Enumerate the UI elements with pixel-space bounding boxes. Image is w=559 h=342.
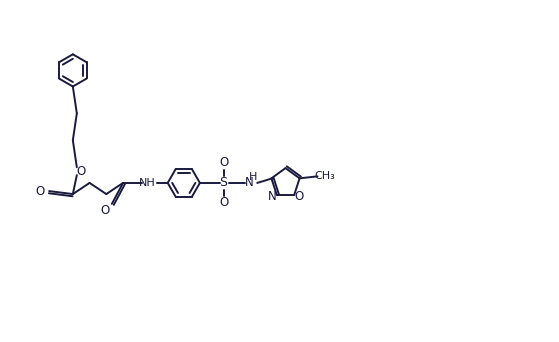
Text: N: N: [267, 190, 276, 203]
Text: H: H: [249, 172, 258, 182]
Text: O: O: [76, 165, 86, 177]
Text: S: S: [220, 176, 228, 189]
Text: O: O: [295, 190, 304, 203]
Text: N: N: [245, 176, 254, 189]
Text: CH₃: CH₃: [314, 171, 335, 181]
Text: O: O: [219, 157, 228, 170]
Text: O: O: [219, 196, 228, 209]
Text: O: O: [36, 185, 45, 198]
Text: NH: NH: [139, 178, 156, 188]
Text: O: O: [100, 204, 110, 217]
